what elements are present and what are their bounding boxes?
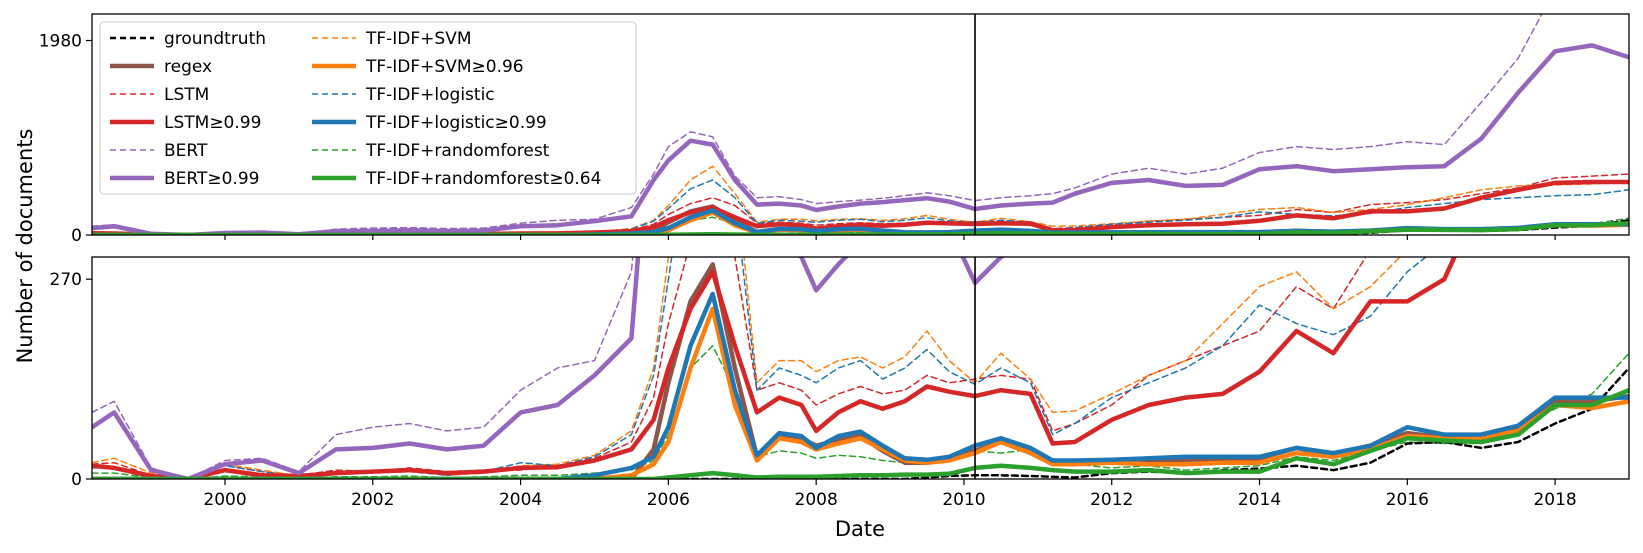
x-tick-label: 2014 xyxy=(1238,490,1281,510)
legend-label: BERT≥0.99 xyxy=(164,169,259,189)
legend-label: TF-IDF+randomforest≥0.64 xyxy=(365,169,601,189)
legend-label: regex xyxy=(164,57,212,77)
x-axis-title: Date xyxy=(835,517,885,541)
bottom-series-tf-idf-randomforest-0-64 xyxy=(92,387,1629,479)
bottom-series-tf-idf-logistic-0-99 xyxy=(92,291,1629,479)
bottom-panel: 0 270 2000 2002 2004 2006 2008 2010 2012 2014 201… xyxy=(50,235,1630,510)
bottom-series-groundtruth xyxy=(92,366,1629,479)
legend-label: BERT xyxy=(164,141,208,161)
x-tick-label: 2006 xyxy=(647,490,690,510)
x-tick-label: 2000 xyxy=(203,490,246,510)
top-series-bert xyxy=(92,14,1543,235)
x-tick-label: 2010 xyxy=(942,490,985,510)
y-axis-title: Number of documents xyxy=(13,129,37,364)
bottom-panel-background xyxy=(92,257,1629,479)
top-panel-y-axis: 0 1980 xyxy=(39,32,92,246)
bottom-series-tf-idf-svm-0-96 xyxy=(92,306,1629,479)
x-axis: 2000 2002 2004 2006 2008 2010 2012 2014 2016 2018 xyxy=(203,235,1577,510)
legend-label: groundtruth xyxy=(164,29,266,49)
legend-label: TF-IDF+SVM≥0.96 xyxy=(365,57,524,77)
x-tick-label: 2012 xyxy=(1090,490,1133,510)
bottom-series-lstm-0-99 xyxy=(92,257,1457,479)
legend-label: TF-IDF+randomforest xyxy=(365,141,550,161)
legend-frame xyxy=(99,21,637,195)
top-series-bert-0-99 xyxy=(92,43,1629,235)
top-y-tick-label: 1980 xyxy=(39,32,82,52)
bottom-series-tf-idf-logistic xyxy=(92,257,1428,479)
bottom-series-lstm xyxy=(92,257,1367,479)
legend: groundtruth regex LSTM LSTM≥0.99 BERT BERT≥0.… xyxy=(99,21,637,195)
legend-label: LSTM xyxy=(164,85,209,105)
bottom-panel-frame xyxy=(91,256,1630,480)
bottom-panel-y-axis: 0 270 xyxy=(50,270,92,490)
x-tick-label: 2002 xyxy=(351,490,394,510)
bottom-y-tick-label: 270 xyxy=(50,270,82,290)
x-tick-label: 2016 xyxy=(1386,490,1429,510)
bottom-y-tick-label: 0 xyxy=(71,470,82,490)
legend-label: TF-IDF+SVM xyxy=(365,29,472,49)
x-tick-label: 2008 xyxy=(795,490,838,510)
x-tick-label: 2004 xyxy=(499,490,542,510)
legend-label: TF-IDF+logistic xyxy=(365,85,495,105)
top-panel-frame xyxy=(91,13,1630,236)
bottom-panel-series-group xyxy=(92,257,1629,479)
bottom-series-bert xyxy=(92,257,634,479)
legend-label: TF-IDF+logistic≥0.99 xyxy=(365,113,547,133)
bottom-series-bert-0-99 xyxy=(92,257,1006,479)
legend-label: LSTM≥0.99 xyxy=(164,113,261,133)
x-tick-label: 2018 xyxy=(1533,490,1576,510)
bottom-series-tf-idf-randomforest xyxy=(92,345,1629,479)
top-panel-series-group xyxy=(92,14,1629,235)
top-y-tick-label: 0 xyxy=(71,226,82,246)
